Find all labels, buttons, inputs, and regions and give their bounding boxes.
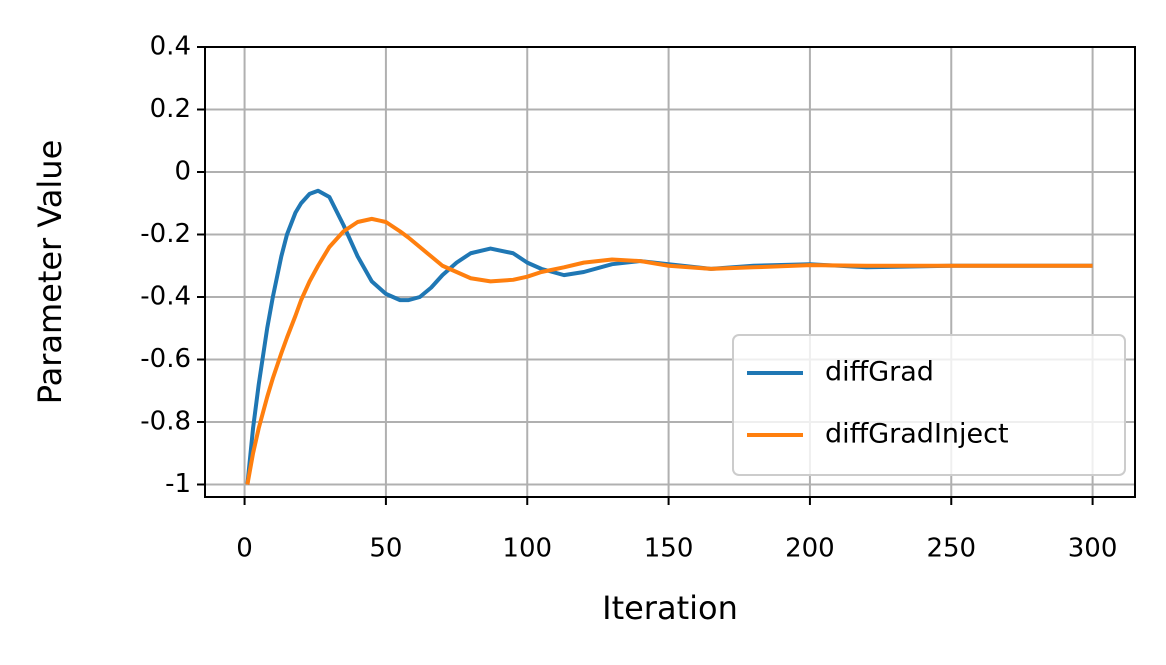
legend: diffGrad diffGradInject — [732, 334, 1126, 476]
y-tick-label: -0.4 — [140, 282, 191, 312]
legend-label: diffGrad — [825, 357, 934, 388]
y-tick-label: -0.6 — [140, 344, 191, 374]
plot-frame — [204, 46, 1136, 498]
y-tick-label: 0 — [174, 157, 191, 187]
y-tick-label: 0.4 — [150, 32, 191, 62]
legend-label: diffGradInject — [825, 419, 1009, 450]
x-tick-label: 100 — [502, 534, 552, 564]
y-tick-label: -1 — [165, 469, 191, 499]
x-tick-label: 200 — [785, 534, 835, 564]
y-axis-label: Parameter Value — [31, 140, 69, 405]
x-axis-label: Iteration — [602, 589, 738, 627]
y-tick-label: -0.2 — [140, 219, 191, 249]
x-tick-label: 0 — [236, 534, 253, 564]
x-tick-label: 250 — [926, 534, 976, 564]
x-tick-label: 50 — [369, 534, 402, 564]
y-tick-label: 0.2 — [150, 94, 191, 124]
data-line — [245, 216, 1093, 485]
x-tick-label: 300 — [1068, 534, 1118, 564]
y-tick-label: -0.8 — [140, 407, 191, 437]
x-tick-label: 150 — [644, 534, 694, 564]
legend-frame — [732, 334, 1126, 476]
